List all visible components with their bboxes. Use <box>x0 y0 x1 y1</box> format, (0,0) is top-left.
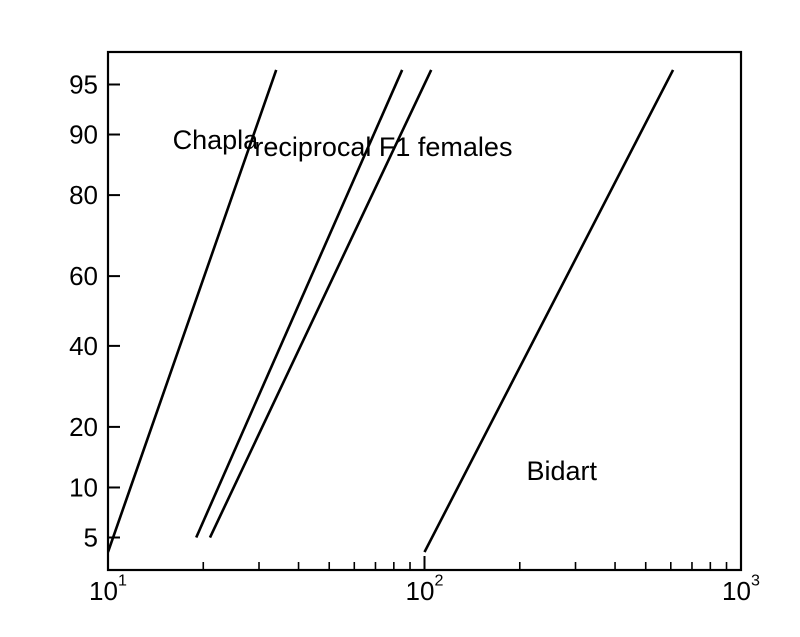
series-label: reciprocal F1 females <box>254 132 512 162</box>
probit-log-chart: 101 102 103 5 10 20 40 60 80 90 95 Chaplareciprocal… <box>0 0 800 637</box>
y-tick-label: 20 <box>69 412 98 442</box>
y-tick-label: 10 <box>69 473 98 503</box>
y-tick-label: 80 <box>69 180 98 210</box>
y-tick-label: 90 <box>69 120 98 150</box>
series-label: Bidart <box>526 456 597 486</box>
y-tick-label: 60 <box>69 261 98 291</box>
series-label: Chapla <box>173 125 260 155</box>
y-tick-label: 40 <box>69 331 98 361</box>
x-tick-label: 102 <box>406 572 444 606</box>
y-tick-label: 95 <box>69 70 98 100</box>
x-tick-label: 101 <box>89 572 127 606</box>
x-tick-label: 103 <box>722 572 760 606</box>
y-tick-label: 5 <box>84 523 98 553</box>
